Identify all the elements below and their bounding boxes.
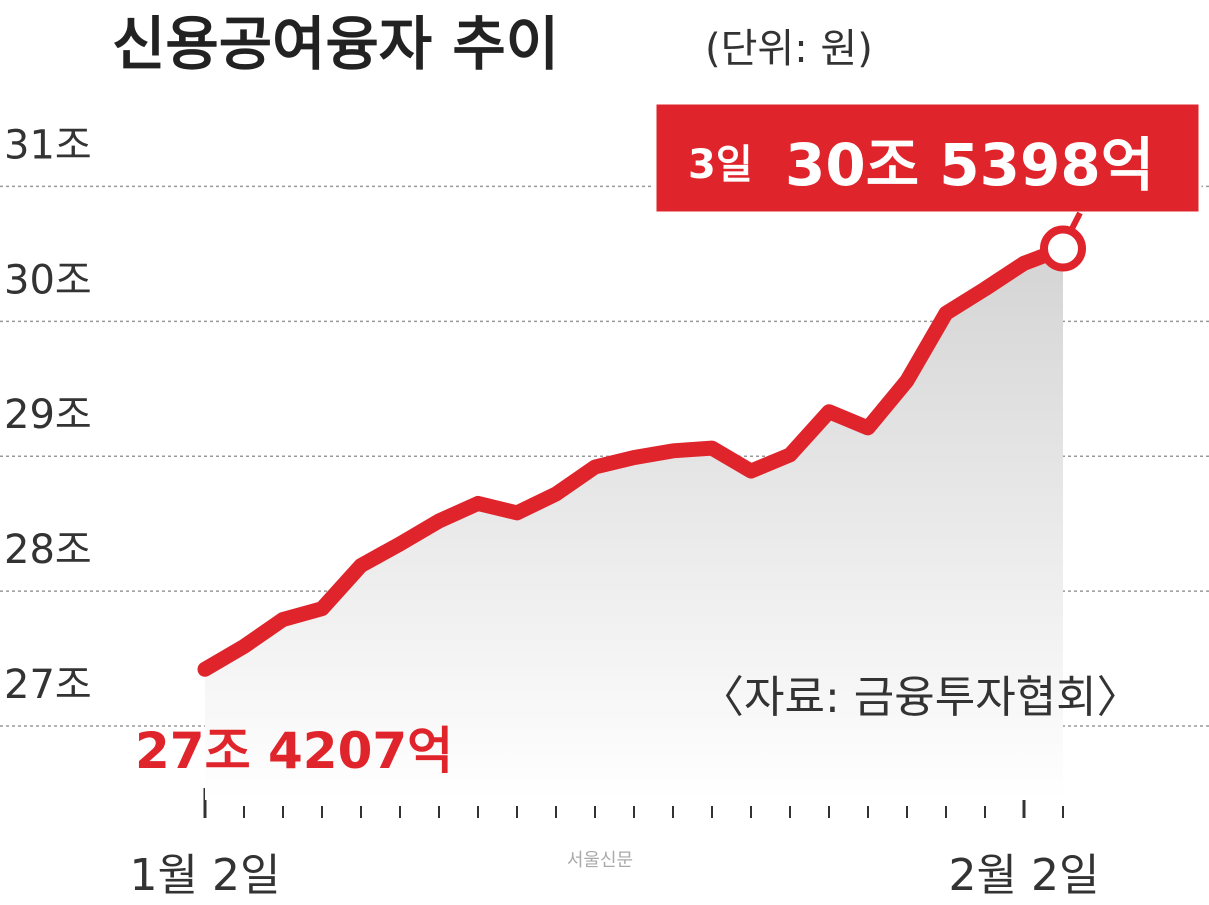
chart-title: 신용공여융자 추이 — [112, 10, 559, 78]
area — [205, 248, 1063, 801]
y-tick-label: 30조 — [4, 257, 92, 303]
y-tick-label: 31조 — [4, 122, 92, 168]
value-label: 27조 4207억 — [135, 722, 453, 780]
callout-box — [653, 101, 1202, 215]
end-point — [1040, 225, 1086, 272]
watermark: 서울신문 — [567, 850, 633, 871]
y-tick-label: 28조 — [4, 527, 92, 573]
end-annotation: 3일 — [688, 142, 753, 188]
y-tick-label: 27조 — [4, 662, 92, 708]
chart-subtitle: (단위: 원) — [705, 26, 873, 72]
y-tick-label: 29조 — [4, 392, 92, 438]
value-label: 30조 5398억 — [785, 131, 1154, 199]
x-tick-label: 2월 2일 — [949, 850, 1100, 901]
line — [197, 240, 1071, 677]
x-tick-label: 1월 2일 — [130, 850, 281, 901]
source: 〈자료: 금융투자협회〉 — [700, 672, 1141, 723]
